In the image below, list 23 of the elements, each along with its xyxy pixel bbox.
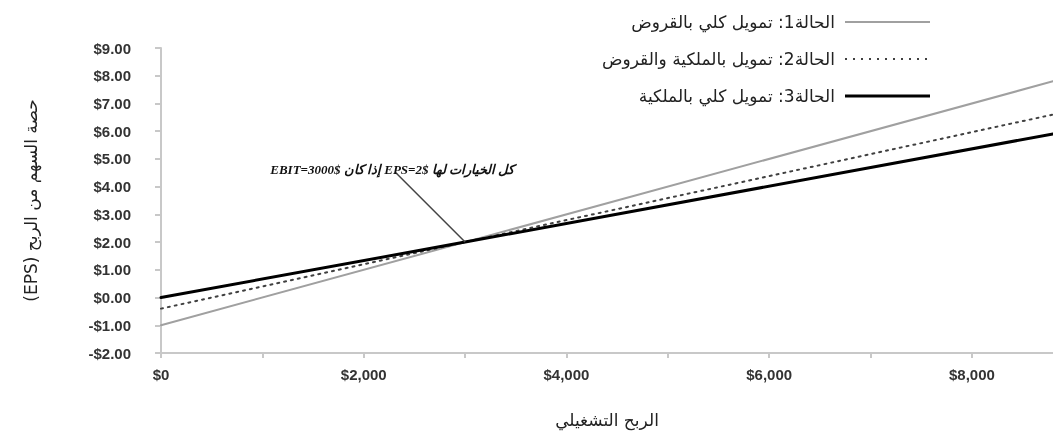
x-axis-title: الربح التشغيلي [555,409,659,431]
x-tick-label: $6,000 [746,366,793,383]
y-tick-label: $8.00 [93,67,131,85]
y-tick-label: $4.00 [93,178,131,196]
y-tick-label: $3.00 [93,205,131,223]
annotation: كل الخيارات لها EPS=2$ إذا كان EBIT=3000$ [269,161,519,178]
y-tick-label: $0.00 [93,289,131,307]
y-tick-label: $2.00 [93,233,131,251]
x-tick-label: $8,000 [948,366,995,383]
y-tick-label: $6.00 [93,122,131,140]
y-tick-label: $7.00 [93,94,131,112]
x-tick-label: $4,000 [543,366,590,383]
x-tick-label: $2,000 [340,366,387,383]
y-tick-label: $9.00 [93,39,131,57]
legend-label: الحالة1: تمويل كلي بالقروض [631,12,835,33]
y-tick-label: -$2.00 [88,344,131,362]
x-tick-label: $0 [152,366,170,383]
y-tick-label: $5.00 [93,150,131,168]
legend-label: الحالة2: تمويل بالملكية والقروض [601,49,835,69]
legend-label: الحالة3: تمويل كلي بالملكية [638,86,835,107]
y-tick-label: $1.00 [93,261,131,279]
y-tick-label: -$1.00 [88,316,131,334]
y-axis-title: حصة السهم من الربح (EPS) [20,99,42,302]
